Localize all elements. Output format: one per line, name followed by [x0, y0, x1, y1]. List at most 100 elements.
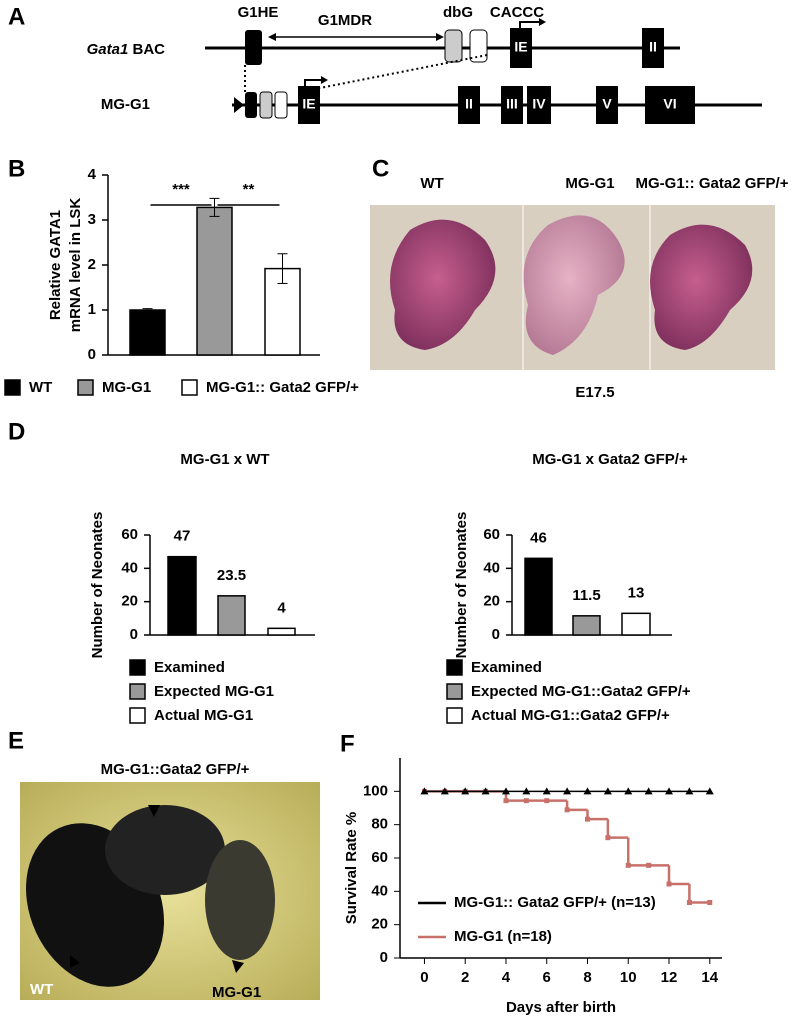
exon-box [458, 86, 480, 124]
exon-box [527, 86, 551, 124]
x-tick-label: 10 [620, 969, 637, 986]
exon-label: IE [514, 39, 527, 55]
marker [707, 900, 713, 905]
x-tick-label: 8 [583, 969, 591, 986]
legend-label: MG-G1 (n=18) [454, 928, 552, 945]
legend-swatch [446, 707, 463, 724]
arrow-head [321, 76, 328, 84]
y-tick-label: 0 [88, 346, 96, 363]
legend-swatch [77, 379, 94, 396]
y-tick-label: 0 [380, 949, 388, 966]
x-tick-label: 12 [661, 969, 678, 986]
element-box [444, 29, 463, 63]
bar [129, 309, 166, 356]
photo-title: MG-G1::Gata2 GFP/+ [101, 761, 250, 778]
legend-swatch [181, 379, 198, 396]
legend-label: Examined [471, 659, 542, 676]
x-tick-label: 2 [461, 969, 469, 986]
panel-letter: B [8, 155, 25, 182]
bar [167, 555, 197, 636]
y-tick-label: 80 [371, 816, 388, 833]
value-label: 4 [277, 599, 286, 616]
exon-label: II [465, 96, 473, 112]
legend-label: MG-G1:: Gata2 GFP/+ [206, 379, 359, 396]
exon-box [298, 86, 320, 124]
bar [572, 615, 601, 636]
panel-a: A G1HE G1MDR dbG CACCC Gata1 BAC MG-G1 I… [8, 3, 762, 124]
element-box [245, 92, 257, 118]
photo-caption: E17.5 [575, 384, 614, 401]
exon-label: III [506, 96, 518, 112]
exon-label: IV [532, 96, 546, 112]
significance-label: ** [243, 181, 255, 198]
element-box [274, 91, 288, 119]
y-tick-label: 100 [363, 782, 388, 799]
x-tick-label: 14 [701, 969, 718, 986]
tss-arrow [304, 79, 322, 86]
construct-label: Gata1 BAC [87, 41, 166, 58]
legend-label: Actual MG-G1 [154, 707, 253, 724]
y-axis-label: Number of Neonates [453, 512, 470, 659]
exon-label: V [602, 96, 612, 112]
y-tick-label: 0 [130, 626, 138, 643]
x-axis-label: Days after birth [506, 999, 616, 1016]
panel-letter: D [8, 418, 25, 445]
legend-label: MG-G1 [102, 379, 151, 396]
bar [524, 557, 553, 636]
mouse [105, 805, 225, 895]
region-label: G1MDR [318, 12, 372, 29]
y-tick-label: 2 [88, 256, 96, 273]
mouse [205, 840, 275, 960]
y-tick-label: 20 [121, 593, 138, 610]
legend-swatch [129, 707, 146, 724]
panel-letter: F [340, 730, 355, 757]
exon-label: IE [302, 96, 315, 112]
dotted-line [319, 54, 488, 89]
panel-e: E MG-G1::Gata2 GFP/+ WT MG-G1 [8, 727, 320, 1001]
legend-label: Expected MG-G1 [154, 683, 274, 700]
arrow-head [234, 97, 244, 113]
exon-box [645, 86, 695, 124]
y-tick-label: 60 [483, 526, 500, 543]
legend-swatch [129, 659, 146, 676]
y-axis-label: Survival Rate % [343, 812, 360, 925]
chart-title: MG-G1 x Gata2 GFP/+ [532, 451, 688, 468]
region-label: dbG [443, 4, 473, 21]
y-tick-label: 4 [88, 166, 97, 183]
chart-title: MG-G1 x WT [180, 451, 269, 468]
exon-label: VI [663, 96, 676, 112]
element-box [245, 30, 262, 65]
photo-label: MG-G1 [565, 175, 614, 192]
panel-letter: E [8, 727, 24, 754]
y-tick-label: 20 [483, 593, 500, 610]
y-tick-label: 60 [121, 526, 138, 543]
x-tick-label: 0 [420, 969, 428, 986]
value-label: 13 [628, 584, 645, 601]
bar [267, 627, 296, 636]
value-label: 11.5 [572, 587, 600, 604]
exon-label: II [649, 39, 657, 55]
y-tick-label: 0 [492, 626, 500, 643]
embryo [390, 219, 496, 350]
tss-arrow [519, 21, 540, 28]
exon-box [596, 86, 618, 124]
photo-label: WT [420, 175, 443, 192]
x-tick-label: 4 [502, 969, 511, 986]
value-label: 46 [530, 529, 547, 546]
panel-c: C WT MG-G1 MG-G1:: Gata2 GFP/+ E17.5 [370, 155, 789, 401]
exon-box [642, 28, 664, 68]
panel-letter: A [8, 3, 25, 30]
photo-label: MG-G1:: Gata2 GFP/+ [636, 175, 789, 192]
embryo [650, 224, 753, 350]
construct-name: BAC [133, 41, 166, 58]
construct-label: MG-G1 [101, 96, 150, 113]
significance-label: *** [172, 181, 190, 198]
y-tick-label: 40 [371, 882, 388, 899]
y-tick-label: 40 [121, 559, 138, 576]
marker [705, 787, 714, 795]
legend-label: WT [29, 379, 52, 396]
x-tick-label: 6 [543, 969, 551, 986]
bar [196, 206, 233, 356]
